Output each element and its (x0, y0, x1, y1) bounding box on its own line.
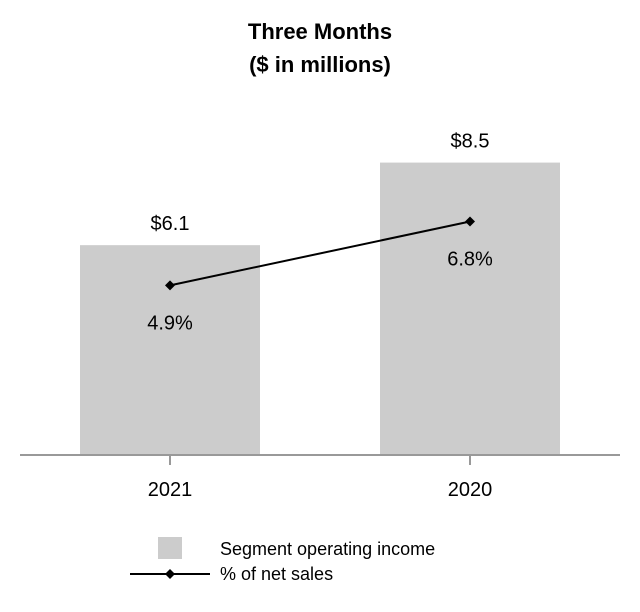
x-tick-label-2021: 2021 (148, 479, 193, 501)
line-percent-net-sales (169, 220, 471, 287)
legend-marker-percent-net-sales (165, 569, 175, 579)
chart-title: Three Months (248, 19, 392, 44)
line-point-2020 (465, 216, 475, 227)
bar-value-label-2020: $8.5 (451, 131, 490, 153)
bar-value-label-2021: $6.1 (151, 213, 190, 235)
line-value-label-2020: 6.8% (447, 249, 493, 271)
line-value-label-2021: 4.9% (147, 312, 193, 334)
x-ticks: 2021 2020 (148, 455, 493, 501)
x-tick-label-2020: 2020 (448, 479, 493, 501)
legend-label-segment-operating-income: Segment operating income (220, 539, 435, 559)
legend-label-percent-net-sales: % of net sales (220, 564, 333, 584)
bar-2020 (380, 162, 560, 455)
chart-subtitle: ($ in millions) (249, 52, 391, 77)
data-labels: $6.1 $8.5 4.9% 6.8% (147, 131, 493, 335)
bar-2021 (80, 245, 260, 455)
legend-swatch-segment-operating-income (158, 537, 182, 559)
bar-series (80, 162, 560, 455)
line-series (165, 216, 475, 291)
line-point-2021 (165, 280, 175, 291)
legend: Segment operating income % of net sales (130, 537, 435, 584)
